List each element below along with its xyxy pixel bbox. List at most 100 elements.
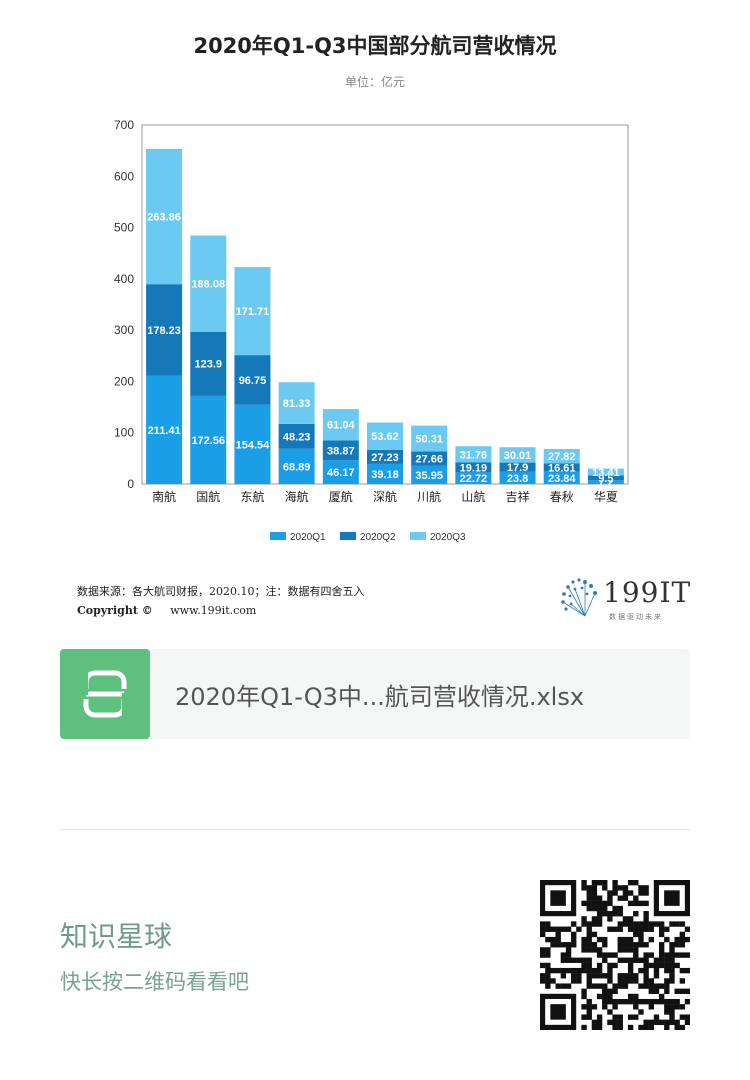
bar-segment xyxy=(411,465,448,484)
bar-segment xyxy=(190,331,227,396)
category-label: 南航 xyxy=(152,489,176,504)
legend-swatch xyxy=(340,532,356,540)
legend-swatch xyxy=(410,532,426,540)
category-label: 川航 xyxy=(417,489,441,504)
divider xyxy=(60,829,690,830)
data-label: 19.19 xyxy=(460,462,488,474)
data-label: 23.8 xyxy=(507,473,528,485)
data-label: 23.84 xyxy=(548,473,576,485)
bar-segment xyxy=(234,404,271,484)
bar-segment xyxy=(146,148,183,285)
data-label: 38.87 xyxy=(327,445,355,457)
category-label: 东航 xyxy=(240,489,264,504)
data-label: 35.95 xyxy=(415,470,443,482)
bar-segment xyxy=(587,480,624,484)
chart-title: 2020年Q1-Q3中国部分航司营收情况 xyxy=(193,34,557,58)
data-label: 61.04 xyxy=(327,420,355,432)
bar-segment xyxy=(499,471,536,484)
data-label: 263.86 xyxy=(147,212,181,224)
data-label: 27.23 xyxy=(371,452,399,464)
bar-segment xyxy=(322,460,359,484)
category-label: 厦航 xyxy=(329,489,353,504)
data-label: 48.23 xyxy=(283,431,311,443)
category-label: 山航 xyxy=(461,489,485,504)
data-label: 154.54 xyxy=(236,439,271,451)
category-label: 国航 xyxy=(196,489,220,504)
bar-segment xyxy=(411,425,448,452)
copyright-label: Copyright © xyxy=(77,604,153,617)
category-label: 春秋 xyxy=(550,490,574,504)
chart-subtitle: 单位：亿元 xyxy=(344,75,405,89)
data-label: 27.82 xyxy=(548,451,576,463)
bar-segment xyxy=(278,382,315,424)
data-label: 27.66 xyxy=(415,453,443,465)
bar-segment xyxy=(455,462,492,473)
dandelion-logo-icon xyxy=(561,578,597,617)
logo-wordmark: 199IT xyxy=(603,576,692,609)
qr-code-icon[interactable] xyxy=(540,880,690,1030)
legend-label: 2020Q2 xyxy=(360,532,396,543)
data-label: 13.41 xyxy=(592,467,620,479)
y-tick-label: 500 xyxy=(114,221,134,235)
data-label: 16.61 xyxy=(548,463,576,475)
bar-segment xyxy=(367,463,403,484)
category-label: 海航 xyxy=(285,489,309,504)
bar-segment xyxy=(543,471,580,484)
bar-segment xyxy=(190,395,227,484)
category-label: 吉祥 xyxy=(506,490,530,504)
bar-segment xyxy=(322,409,359,441)
bar-segment xyxy=(499,447,536,463)
data-label: 39.18 xyxy=(371,469,399,481)
bar-segment xyxy=(146,284,183,376)
data-label: 50.31 xyxy=(415,433,443,445)
data-label: 46.17 xyxy=(327,467,355,479)
legend-swatch xyxy=(270,532,286,540)
data-label: 9.5 xyxy=(598,473,613,485)
data-label: 211.41 xyxy=(148,425,181,437)
bar-segment xyxy=(367,422,403,450)
data-label: 172.56 xyxy=(191,435,225,447)
bar-segment xyxy=(367,449,403,464)
stacked-bar-chart: 0 100 200 300 400 500 600 700 211.41 178.23 263.86… xyxy=(114,118,629,543)
y-tick-label: 700 xyxy=(114,118,134,132)
y-tick-label: 200 xyxy=(114,374,134,388)
legend-label: 2020Q3 xyxy=(430,532,466,543)
bar-segment xyxy=(543,463,580,472)
y-tick-label: 400 xyxy=(114,272,134,286)
data-label: 123.9 xyxy=(195,359,223,371)
y-tick-label: 300 xyxy=(114,323,134,337)
data-label: 53.62 xyxy=(371,431,399,443)
attachment-file-card[interactable]: 2020年Q1-Q3中...航司营收情况.xlsx xyxy=(60,649,690,739)
data-label: 68.89 xyxy=(283,461,311,473)
category-label: 华夏 xyxy=(594,490,618,504)
copyright-line: Copyright © www.199it.com xyxy=(77,604,256,617)
chart-card: 2020年Q1-Q3中国部分航司营收情况 单位：亿元 0 100 200 300 400… xyxy=(77,34,695,624)
logo-tagline: 数据驱动未来 xyxy=(609,613,663,621)
data-label: 96.75 xyxy=(239,375,267,387)
legend-label: 2020Q1 xyxy=(290,532,326,543)
y-tick-label: 0 xyxy=(127,477,134,491)
bar-segment xyxy=(411,451,448,466)
website-link[interactable]: www.199it.com xyxy=(170,604,257,617)
bar-segment xyxy=(190,235,227,332)
y-tick-label: 600 xyxy=(114,169,134,183)
bar-segment xyxy=(587,468,624,476)
source-note: 数据来源：各大航司财报，2020.10；注：数据有四舍五入 xyxy=(77,585,365,598)
bar-segment xyxy=(234,267,271,356)
data-label: 171.71 xyxy=(236,306,270,318)
category-label: 深航 xyxy=(373,489,397,504)
data-label: 178.23 xyxy=(147,325,181,337)
logo-199it: 199IT 数据驱动未来 xyxy=(555,574,695,624)
bar-segment xyxy=(278,448,315,484)
bar-segment xyxy=(322,440,359,461)
bar-segment xyxy=(587,475,624,481)
y-tick-label: 100 xyxy=(114,426,134,440)
data-label: 30.01 xyxy=(504,450,532,462)
bar-segment xyxy=(278,423,315,449)
promo-subtitle: 快长按二维码看看吧 xyxy=(60,970,249,994)
promo-title: 知识星球 xyxy=(60,920,173,953)
spreadsheet-s-icon xyxy=(60,649,150,739)
bar-segment xyxy=(234,355,271,405)
bar-segment xyxy=(146,375,183,484)
bar-segment xyxy=(543,448,580,464)
